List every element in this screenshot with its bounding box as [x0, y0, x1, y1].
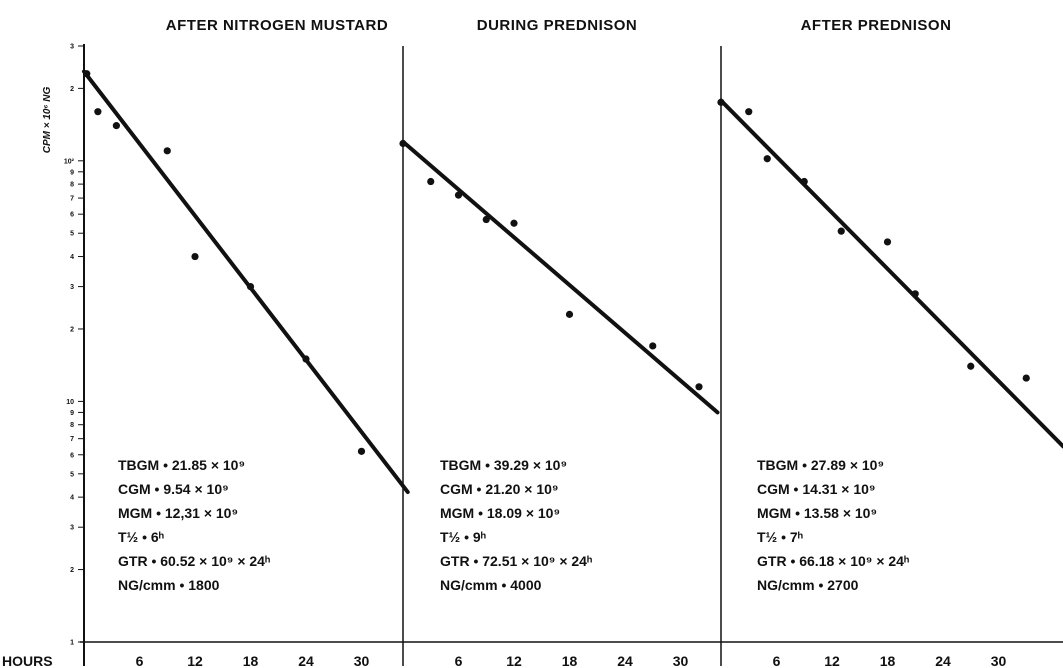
- fit-line: [401, 139, 720, 415]
- y-tick-label: 4: [70, 254, 74, 261]
- stat-line: GTR • 66.18 × 10⁹ × 24ʰ: [757, 553, 909, 569]
- x-tick-label: 18: [880, 653, 896, 668]
- x-tick-label: 24: [617, 653, 633, 668]
- stats-blocks: TBGM • 21.85 × 10⁹ CGM • 9.54 × 10⁹ MGM • …: [118, 457, 909, 593]
- data-point: [837, 227, 845, 235]
- x-tick-label: 18: [562, 653, 578, 668]
- fit-line: [82, 69, 410, 495]
- y-tick-label: 9: [70, 169, 74, 176]
- axes: 3 2 10² 9 8 7 6 5 4 3 2 10 9 8 7 6 5 4 3 2 1 CPM × 10⁶ NG HOUR…: [2, 44, 1063, 668]
- y-tick-label: 10: [66, 399, 74, 406]
- data-point: [357, 447, 366, 455]
- y-tick-label: 8: [70, 182, 74, 189]
- data-point: [745, 108, 753, 116]
- stat-line: TBGM • 27.89 × 10⁹: [757, 457, 884, 473]
- data-point: [695, 383, 703, 391]
- x-tick-label: 12: [824, 653, 840, 668]
- stat-line: NG/cmm • 1800: [118, 577, 220, 593]
- panel-titles: AFTER NITROGEN MUSTARD DURING PREDNISON AF…: [166, 17, 952, 34]
- stat-line: GTR • 72.51 × 10⁹ × 24ʰ: [440, 553, 592, 569]
- data-point: [510, 219, 518, 227]
- y-tick-label: 3: [70, 44, 74, 51]
- y-tick-label: 5: [70, 471, 74, 478]
- x-tick-label: 12: [187, 653, 203, 668]
- data-point: [1022, 374, 1030, 382]
- data-points: [83, 70, 1030, 455]
- y-tick-label: 3: [70, 525, 74, 532]
- stat-line: TBGM • 39.29 × 10⁹: [440, 457, 567, 473]
- x-tick-label: 24: [935, 653, 951, 668]
- stat-line: GTR • 60.52 × 10⁹ × 24ʰ: [118, 553, 270, 569]
- stat-line: MGM • 13.58 × 10⁹: [757, 505, 877, 521]
- y-tick-label: 3: [70, 284, 74, 291]
- y-tick-label: 4: [70, 495, 74, 502]
- data-point: [246, 283, 255, 291]
- y-tick-label: 7: [70, 436, 74, 443]
- y-tick-label: 9: [70, 410, 74, 417]
- data-point: [112, 122, 120, 130]
- stat-line: MGM • 12,31 × 10⁹: [118, 505, 238, 521]
- x-tick-label: 12: [506, 653, 522, 668]
- stat-line: NG/cmm • 4000: [440, 577, 542, 593]
- stat-line: CGM • 21.20 × 10⁹: [440, 481, 559, 497]
- x-tick-label: 18: [243, 653, 259, 668]
- x-axis-label: HOURS: [2, 653, 53, 668]
- data-point: [883, 238, 892, 246]
- y-tick-label: 6: [70, 452, 74, 459]
- data-point: [302, 355, 310, 363]
- data-point: [717, 98, 725, 106]
- stat-line: CGM • 14.31 × 10⁹: [757, 481, 876, 497]
- data-point: [454, 191, 463, 199]
- y-axis-label: CPM × 10⁶ NG: [42, 86, 53, 153]
- data-point: [763, 155, 771, 163]
- y-tick-label: 2: [70, 326, 74, 333]
- data-point: [427, 177, 435, 186]
- x-tick-label: 30: [991, 653, 1007, 668]
- stat-line: MGM • 18.09 × 10⁹: [440, 505, 560, 521]
- stat-line: T½ • 6ʰ: [118, 529, 164, 545]
- data-point: [482, 215, 490, 224]
- data-point: [800, 177, 808, 186]
- data-point: [399, 139, 407, 148]
- data-point: [565, 310, 574, 318]
- y-tick-label: 10²: [64, 158, 75, 165]
- y-tick-label: 2: [70, 567, 74, 574]
- x-tick-label: 24: [298, 653, 314, 668]
- stat-line: T½ • 7ʰ: [757, 529, 803, 545]
- x-tick-label: 30: [354, 653, 370, 668]
- fit-line: [719, 98, 1063, 449]
- x-tick-label: 6: [455, 653, 463, 668]
- stat-line: CGM • 9.54 × 10⁹: [118, 481, 229, 497]
- data-point: [967, 362, 975, 370]
- y-tick-label: 6: [70, 212, 74, 219]
- panel-title: AFTER PREDNISON: [801, 17, 952, 34]
- data-point: [649, 342, 657, 350]
- y-tick-label: 7: [70, 196, 74, 203]
- panel-title: AFTER NITROGEN MUSTARD: [166, 17, 388, 34]
- stat-line: T½ • 9ʰ: [440, 529, 486, 545]
- x-tick-label: 6: [773, 653, 781, 668]
- y-tick-label: 8: [70, 422, 74, 429]
- data-point: [911, 290, 919, 298]
- y-tick-label: 1: [70, 640, 74, 647]
- data-point: [191, 252, 199, 261]
- x-tick-label: 6: [136, 653, 144, 668]
- data-point: [94, 108, 102, 116]
- x-tick-label: 30: [673, 653, 689, 668]
- data-point: [83, 70, 91, 78]
- data-point: [163, 147, 171, 155]
- stat-line: NG/cmm • 2700: [757, 577, 859, 593]
- fit-lines: [82, 69, 1063, 495]
- y-tick-label: 5: [70, 231, 74, 238]
- y-tick-label: 2: [70, 86, 74, 93]
- stat-line: TBGM • 21.85 × 10⁹: [118, 457, 245, 473]
- panel-title: DURING PREDNISON: [477, 17, 638, 34]
